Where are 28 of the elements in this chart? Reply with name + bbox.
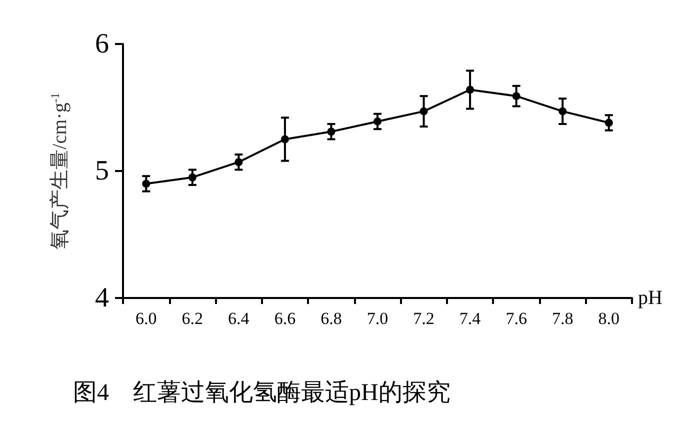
x-tick-label: 8.0 (598, 309, 620, 328)
x-tick-label: 6.4 (228, 309, 250, 328)
x-tick-label: 6.2 (182, 309, 204, 328)
x-tick-label: 7.6 (506, 309, 527, 328)
y-tick-label: 6 (95, 28, 109, 60)
point (466, 86, 474, 94)
x-tick-label: 6.8 (320, 309, 342, 328)
point (558, 107, 567, 116)
y-tick-label: 5 (95, 156, 109, 186)
x-tick-label: 6.0 (136, 309, 157, 328)
x-tick-label: 7.0 (366, 309, 388, 328)
point (188, 173, 196, 182)
x-tick-label: 7.8 (552, 309, 574, 328)
x-axis-title: pH (638, 287, 662, 309)
point (604, 118, 613, 127)
y-axis-title: 氧气产生量/cm·g-1 (48, 92, 71, 250)
point (327, 128, 336, 136)
point (420, 107, 428, 116)
point (142, 180, 150, 188)
point (234, 158, 243, 166)
text: 图4 红薯过氧化氢酶最适pH的探究 (73, 379, 450, 406)
x-tick-label: 7.2 (413, 309, 434, 328)
point (374, 117, 382, 126)
x-tick-label: 6.6 (274, 309, 296, 328)
y-tick-label: 4 (95, 282, 109, 314)
x-tick-label: 7.4 (459, 309, 482, 328)
point (280, 135, 289, 144)
point (512, 92, 520, 100)
